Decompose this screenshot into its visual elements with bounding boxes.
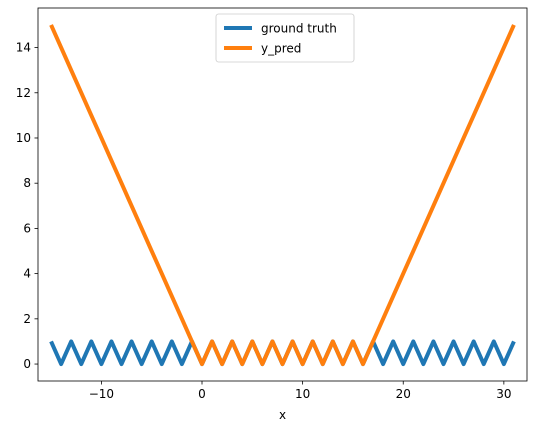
x-tick-label: 20	[396, 387, 411, 401]
plot-area	[38, 8, 527, 381]
y-tick-label: 0	[23, 357, 31, 371]
axes-frame	[37, 7, 528, 382]
y-tick-label: 12	[16, 86, 31, 100]
legend: ground truth y_pred	[215, 13, 355, 63]
series-layer	[49, 24, 516, 367]
y-tick-label: 10	[16, 131, 31, 145]
x-axis-label: x	[279, 408, 286, 422]
legend-label: y_pred	[261, 42, 301, 56]
y-tick-label: 4	[23, 267, 31, 281]
y-tick-label: 6	[23, 221, 31, 235]
axes-layer: −10 0 10 20 30 0 2 4 6 8 10 12 14	[16, 7, 528, 401]
legend-label: ground truth	[261, 22, 337, 36]
x-tick-label: 30	[496, 387, 511, 401]
series-line-y-pred	[49, 24, 516, 367]
x-tick-label: 10	[295, 387, 310, 401]
y-tick-label: 8	[23, 176, 31, 190]
x-tick-label: 0	[198, 387, 206, 401]
y-tick-label: 14	[16, 41, 31, 55]
y-tick-label: 2	[23, 312, 31, 326]
x-tick-label: −10	[89, 387, 114, 401]
